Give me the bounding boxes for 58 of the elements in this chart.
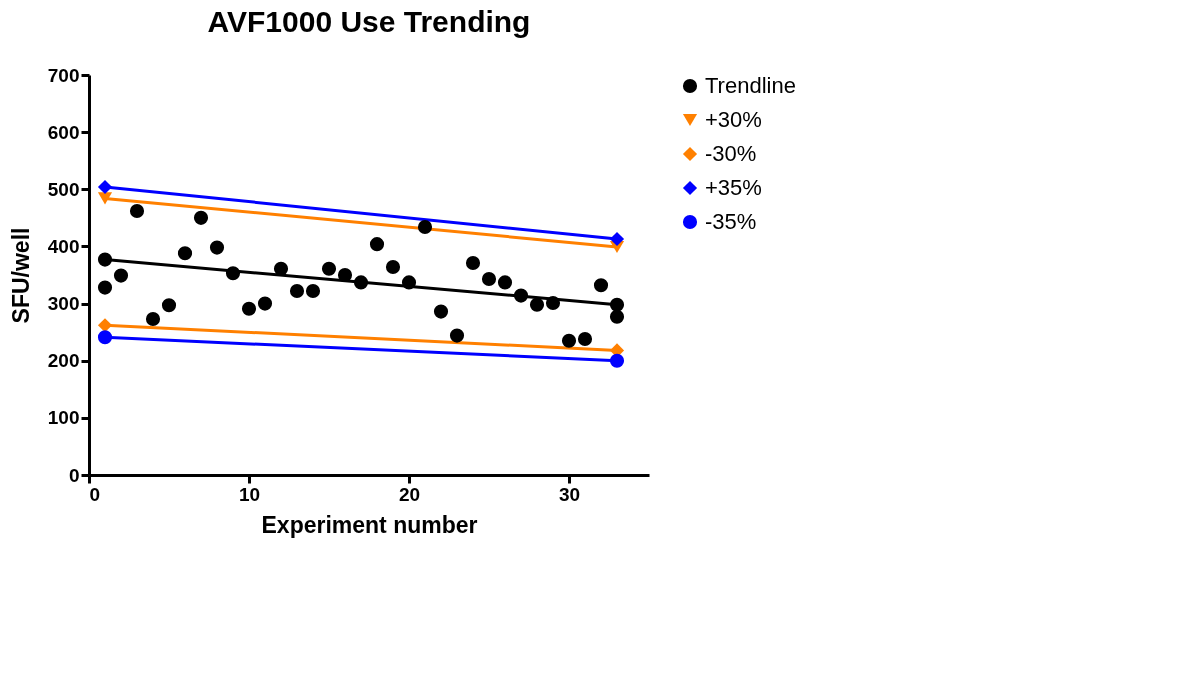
x-tick-label: 0: [89, 483, 101, 505]
point: [497, 275, 513, 290]
point: [289, 283, 305, 299]
y-tick-label: 600: [47, 121, 80, 143]
point: [609, 309, 625, 324]
x-tick-label: 30: [558, 483, 581, 505]
point: [209, 240, 225, 255]
y-tick-label: 300: [47, 293, 80, 315]
point: [129, 203, 145, 219]
point: [273, 261, 289, 276]
y-axis-title: SFU/well: [7, 227, 34, 324]
y-tick-label: 400: [47, 235, 80, 257]
point: [97, 252, 113, 267]
x-axis-title: Experiment number: [261, 511, 478, 538]
point: [97, 179, 113, 195]
point: [113, 268, 129, 283]
point: [593, 278, 609, 293]
chart-title: AVF1000 Use Trending: [207, 5, 531, 38]
point: [609, 297, 625, 312]
y-tick-label: 500: [47, 178, 80, 200]
point: [417, 219, 433, 235]
legend-label: -30%: [705, 141, 757, 166]
x-tick-label: 20: [398, 483, 421, 505]
point: [177, 246, 193, 261]
legend-label: Trendline: [705, 73, 796, 98]
point: [529, 297, 545, 312]
point: [609, 353, 625, 368]
point: [465, 255, 481, 271]
point: [193, 210, 209, 225]
point: [577, 331, 593, 347]
point: [385, 259, 401, 275]
point: [97, 330, 113, 345]
point: [97, 280, 113, 295]
point: [481, 271, 497, 287]
point: [561, 333, 577, 348]
y-tick-label: 0: [68, 464, 80, 486]
point: [241, 301, 257, 316]
point: [97, 318, 113, 333]
point: [305, 283, 321, 299]
point: [321, 261, 337, 276]
legend-label: -35%: [705, 209, 757, 234]
point: [145, 311, 161, 327]
point: [401, 275, 417, 290]
y-tick-label: 100: [47, 407, 80, 429]
point: [353, 275, 369, 290]
point: [225, 266, 241, 281]
point: [449, 328, 465, 343]
point: [257, 296, 273, 311]
point: [513, 288, 529, 303]
legend-label: +35%: [705, 175, 762, 200]
point: [545, 295, 561, 311]
point: [161, 298, 177, 313]
point: [433, 304, 449, 319]
legend-label: +30%: [705, 107, 762, 132]
x-tick-label: 10: [238, 483, 261, 505]
y-tick-label: 200: [47, 350, 80, 372]
y-tick-label: 700: [47, 64, 80, 86]
point: [369, 237, 385, 252]
